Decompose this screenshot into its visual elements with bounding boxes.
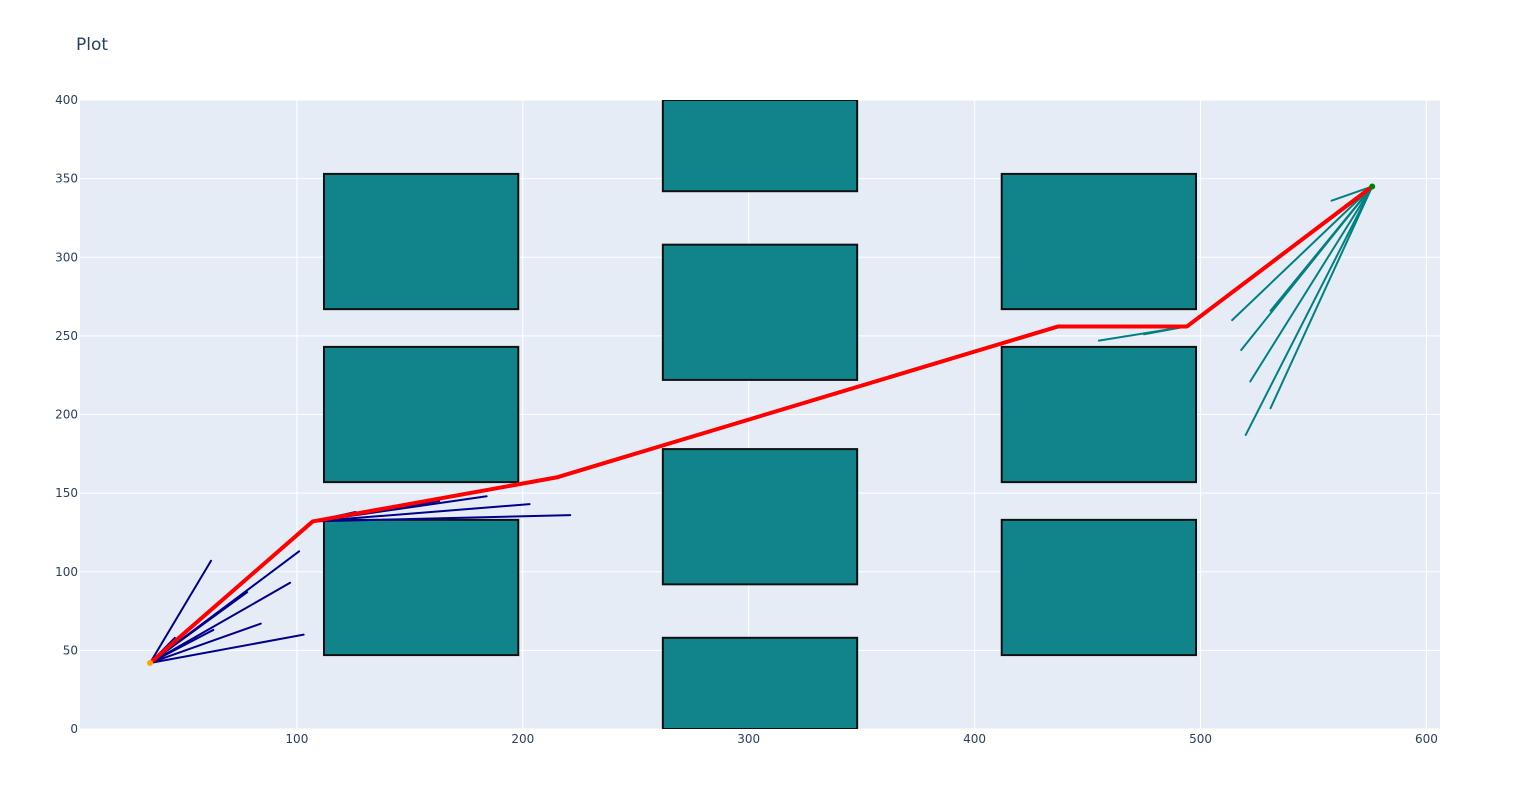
y-tick-label: 150 — [55, 486, 78, 500]
x-tick-label: 200 — [511, 732, 534, 746]
goal-tree-edge — [1097, 325, 1188, 342]
y-tick-label: 200 — [55, 408, 78, 422]
x-tick-label: 600 — [1415, 732, 1438, 746]
obstacle-rect — [661, 100, 859, 193]
y-tick-label: 250 — [55, 329, 78, 343]
start-tree-edge — [149, 628, 215, 664]
start-tree-edge — [149, 581, 292, 664]
obstacle-rect — [1000, 345, 1198, 484]
obstacle-rect — [1000, 172, 1198, 311]
goal-tree-edge — [1231, 185, 1374, 322]
x-tick-label: 100 — [285, 732, 308, 746]
y-tick-label: 50 — [63, 643, 78, 657]
goal-point — [1369, 183, 1376, 190]
start-tree-edge — [149, 633, 305, 664]
plot-content — [147, 100, 1376, 729]
y-tick-label: 350 — [55, 172, 78, 186]
start-tree-edge — [149, 622, 262, 664]
x-tick-label: 500 — [1189, 732, 1212, 746]
chart-title: Plot — [76, 35, 108, 55]
start-tree-edge — [311, 514, 572, 523]
start-tree-edge — [149, 550, 301, 664]
obstacle-rect — [322, 172, 520, 311]
start-tree-edge — [311, 503, 531, 523]
y-tick-label: 0 — [70, 722, 78, 736]
obstacle-rect — [661, 448, 859, 586]
start-point — [147, 659, 154, 666]
x-tick-label: 300 — [737, 732, 760, 746]
goal-tree-edge — [1269, 185, 1374, 410]
tick-labels: 100 200 300 400 500 600 0 50 100 150 200 250 300 350 4… — [55, 93, 1438, 746]
goal-tree-edge — [1269, 185, 1374, 312]
start-tree-edge — [149, 559, 213, 664]
solution-path-line — [148, 184, 1375, 665]
obstacle-rect — [661, 243, 859, 381]
goal-tree-edge — [1244, 185, 1374, 436]
x-tick-label: 400 — [963, 732, 986, 746]
obstacle-rect — [322, 518, 520, 657]
y-tick-label: 300 — [55, 250, 78, 264]
obstacle-rect — [322, 345, 520, 484]
goal-tree-edge — [1330, 185, 1374, 202]
y-tick-label: 400 — [55, 93, 78, 107]
goal-tree-edge — [1249, 185, 1374, 383]
obstacle-rect — [661, 636, 859, 729]
y-tick-label: 100 — [55, 565, 78, 579]
obstacle-rect — [1000, 518, 1198, 657]
